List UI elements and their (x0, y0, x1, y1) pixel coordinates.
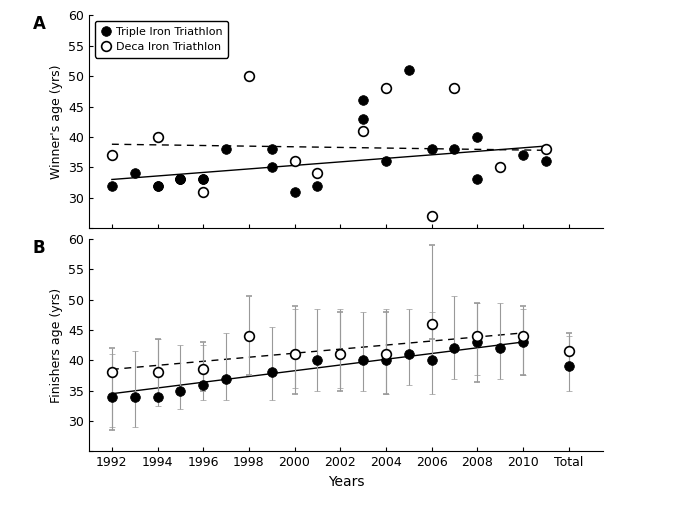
Deca Iron Triathlon (496, 164, 504, 170)
Text: B: B (32, 239, 45, 256)
Triple Iron Triathlon (199, 176, 208, 183)
Triple Iron Triathlon (450, 146, 458, 152)
Deca Iron Triathlon (108, 152, 116, 158)
Triple Iron Triathlon (382, 158, 390, 164)
Triple Iron Triathlon (153, 183, 162, 189)
Deca Iron Triathlon (245, 73, 253, 79)
Triple Iron Triathlon (427, 146, 436, 152)
Deca Iron Triathlon (382, 85, 390, 91)
Line: Deca Iron Triathlon: Deca Iron Triathlon (107, 71, 551, 221)
Y-axis label: Finishers age (yrs): Finishers age (yrs) (49, 287, 62, 403)
Line: Triple Iron Triathlon: Triple Iron Triathlon (107, 65, 551, 196)
Triple Iron Triathlon (473, 134, 482, 140)
Triple Iron Triathlon (519, 152, 527, 158)
Triple Iron Triathlon (359, 97, 367, 104)
Deca Iron Triathlon (427, 213, 436, 219)
Triple Iron Triathlon (222, 146, 230, 152)
X-axis label: Years: Years (327, 475, 364, 489)
Triple Iron Triathlon (108, 183, 116, 189)
Triple Iron Triathlon (473, 176, 482, 183)
Deca Iron Triathlon (199, 189, 208, 195)
Deca Iron Triathlon (153, 134, 162, 140)
Triple Iron Triathlon (290, 189, 299, 195)
Triple Iron Triathlon (359, 115, 367, 122)
Triple Iron Triathlon (153, 183, 162, 189)
Deca Iron Triathlon (313, 170, 321, 176)
Legend: Triple Iron Triathlon, Deca Iron Triathlon: Triple Iron Triathlon, Deca Iron Triathl… (95, 21, 228, 57)
Triple Iron Triathlon (313, 183, 321, 189)
Triple Iron Triathlon (176, 176, 184, 183)
Triple Iron Triathlon (131, 170, 139, 176)
Deca Iron Triathlon (359, 128, 367, 134)
Triple Iron Triathlon (542, 158, 550, 164)
Triple Iron Triathlon (199, 176, 208, 183)
Text: A: A (32, 15, 45, 33)
Triple Iron Triathlon (176, 176, 184, 183)
Deca Iron Triathlon (450, 85, 458, 91)
Triple Iron Triathlon (268, 146, 276, 152)
Triple Iron Triathlon (405, 67, 413, 73)
Deca Iron Triathlon (290, 158, 299, 164)
Triple Iron Triathlon (176, 176, 184, 183)
Triple Iron Triathlon (268, 164, 276, 170)
Y-axis label: Winner's age (yrs): Winner's age (yrs) (49, 65, 62, 179)
Deca Iron Triathlon (542, 146, 550, 152)
